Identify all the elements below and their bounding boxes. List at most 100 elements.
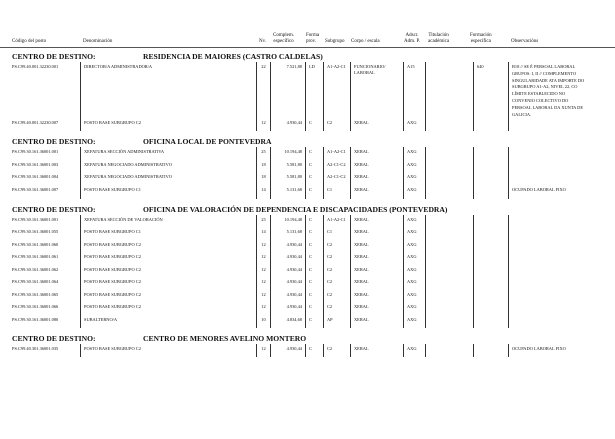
table-row: PS.C99.30.161.36001.061 POSTO BASE SUBGRU… (0, 252, 615, 265)
cell-code: PS.C99.30.161.36001.066 (12, 304, 59, 310)
cell-denominacion: XEFATURA SECCIÓN DE VALORACIÓN (80, 214, 256, 228)
cell-complemento: 4.930,44 (270, 289, 305, 303)
table-row: PS.C99.30.161.36001.001 XEFATURA SECCIÓN … (0, 147, 615, 160)
cell-observaciones: B18 // SE É PERSOAL LABORAL GRUPOS: I, I… (508, 62, 610, 119)
header-subgrupo: Subgrupo (325, 39, 345, 44)
cell-formacion (473, 214, 508, 228)
cell-denominacion: POSTO BASE SUBGRUPO C2 (80, 252, 256, 265)
cell-titulacion (425, 62, 473, 119)
cell-cuerpo: XERAL (350, 277, 403, 290)
cell-code: PS.C99.30.161.36001.007 (12, 186, 59, 192)
cell-nivel: 18 (256, 172, 270, 185)
cell-subgrupo: A1-A2-C1 (323, 147, 350, 160)
cell-denominacion: POSTO BASE SUBGRUPO C2 (80, 343, 256, 358)
cell-subgrupo: A2-C1-C2 (323, 159, 350, 173)
cell-complemento: 10.194,48 (270, 214, 305, 228)
cell-titulacion (425, 264, 473, 278)
cell-code: PS.C99.30.161.36001.003 (12, 161, 59, 167)
table-row: PS.C99.30.161.36001.065 POSTO BASE SUBGRU… (0, 289, 615, 303)
section-name: RESIDENCIA DE MAIORES (CASTRO CALDELAS) (143, 52, 323, 61)
cell-titulacion (425, 118, 473, 132)
cell-cuerpo: XERAL (350, 239, 403, 253)
cell-code: PS.C99.40.001.32230.001 (12, 64, 59, 69)
section-1: CENTRO DE DESTINO: OFICINA LOCAL DE PONTE… (0, 136, 615, 203)
table-row: PS.C99.30.161.36001.007 POSTO BASE SUBGRU… (0, 184, 615, 199)
cell-titulacion (425, 239, 473, 253)
table-row: PS.C99.30.161.36001.055 POSTO BASE SUBGRU… (0, 227, 615, 240)
cell-titulacion (425, 302, 473, 315)
cell-formacion (473, 227, 508, 240)
cell-observaciones (508, 227, 610, 240)
cell-denominacion: XEFATURA SECCIÓN ADMINISTRATIVA (80, 147, 256, 160)
cell-complemento: 5.581,80 (270, 172, 305, 185)
cell-forma: C (305, 314, 323, 328)
section-header: CENTRO DE DESTINO: RESIDENCIA DE MAIORES … (0, 51, 615, 62)
cell-formacion (473, 289, 508, 303)
cell-observaciones (508, 289, 610, 303)
cell-subgrupo: C2 (323, 252, 350, 265)
table-row: PS.C99.30.161.36001.003 XEFATURA NEGOCIAD… (0, 159, 615, 173)
cell-complemento: 4.834,68 (270, 314, 305, 328)
section-header: CENTRO DE DESTINO: OFICINA DE VALORACIÓN … (0, 204, 615, 215)
cell-denominacion: POSTO BASE SUBGRUPO C2 (80, 289, 256, 303)
cell-nivel: 22 (256, 62, 270, 119)
cell-forma: C (305, 184, 323, 199)
section-rows: PS.C99.40.301.36001.035 POSTO BASE SUBGRU… (0, 343, 615, 363)
cell-adscr: AXG (403, 227, 425, 240)
cell-cuerpo: XERAL (350, 172, 403, 185)
cell-complemento: 10.194,48 (270, 147, 305, 160)
cell-nivel: 14 (256, 227, 270, 240)
cell-complemento: 4.930,44 (270, 239, 305, 253)
cell-code: PS.C99.30.161.36001.004 (12, 174, 59, 180)
cell-nivel: 12 (256, 239, 270, 253)
cell-subgrupo: C2 (323, 289, 350, 303)
cell-adscr: AXG (403, 159, 425, 173)
cell-adscr: AXG (403, 147, 425, 160)
cell-titulacion (425, 289, 473, 303)
cell-forma: C (305, 302, 323, 315)
cell-denominacion: POSTO BASE SUBGRUPO C2 (80, 277, 256, 290)
cell-complemento: 5.131,68 (270, 184, 305, 199)
table-row: PS.C99.30.161.36001.062 POSTO BASE SUBGRU… (0, 264, 615, 278)
cell-denominacion: POSTO BASE SUBGRUPO C2 (80, 118, 256, 132)
cell-forma: C (305, 239, 323, 253)
cell-denominacion: POSTO BASE SUBGRUPO C2 (80, 239, 256, 253)
header-nivel: Nv. (259, 39, 267, 44)
cell-forma: LD (305, 62, 323, 119)
cell-titulacion (425, 314, 473, 328)
cell-complemento: 4.930,44 (270, 264, 305, 278)
cell-forma: C (305, 214, 323, 228)
cell-forma: C (305, 147, 323, 160)
table-row: PS.C99.30.161.36001.001 XEFATURA SECCIÓN … (0, 214, 615, 228)
cell-forma: C (305, 264, 323, 278)
cell-formacion (473, 172, 508, 185)
cell-code: PS.C99.30.161.36001.064 (12, 279, 59, 285)
table-row: PS.C99.30.161.36001.064 POSTO BASE SUBGRU… (0, 277, 615, 290)
section-rows: PS.C99.30.161.36001.001 XEFATURA SECCIÓN … (0, 214, 615, 333)
table-body: CENTRO DE DESTINO: RESIDENCIA DE MAIORES … (0, 51, 615, 362)
cell-observaciones: OCUPADO LABORAL FIXO (508, 184, 610, 199)
cell-cuerpo: XERAL (350, 159, 403, 173)
cell-titulacion (425, 227, 473, 240)
section-name: OFICINA LOCAL DE PONTEVEDRA (143, 137, 272, 147)
cell-formacion (473, 118, 508, 132)
cell-cuerpo: XERAL (350, 214, 403, 228)
cell-cuerpo: XERAL (350, 289, 403, 303)
cell-code: PS.C99.30.161.36001.055 (12, 229, 59, 235)
cell-denominacion: DIRECTOR/A ADMINISTRADOR/A (80, 62, 256, 119)
cell-titulacion (425, 172, 473, 185)
cell-observaciones (508, 147, 610, 160)
table-row: PS.C99.30.161.36001.080 SUBALTERNO/A 10 4.8… (0, 314, 615, 328)
cell-cuerpo: XERAL (350, 118, 403, 132)
cell-nivel: 12 (256, 343, 270, 358)
cell-complemento: 4.930,44 (270, 277, 305, 290)
cell-titulacion (425, 159, 473, 173)
cell-forma: C (305, 252, 323, 265)
cell-observaciones (508, 314, 610, 328)
cell-formacion (473, 252, 508, 265)
table-row: PS.C99.30.161.36001.060 POSTO BASE SUBGRU… (0, 239, 615, 253)
cell-nivel: 12 (256, 252, 270, 265)
section-3: CENTRO DE DESTINO: CENTRO DE MENORES AVEL… (0, 333, 615, 363)
table-row: PS.C99.40.301.36001.035 POSTO BASE SUBGRU… (0, 343, 615, 358)
cell-complemento: 4.930,44 (270, 118, 305, 132)
